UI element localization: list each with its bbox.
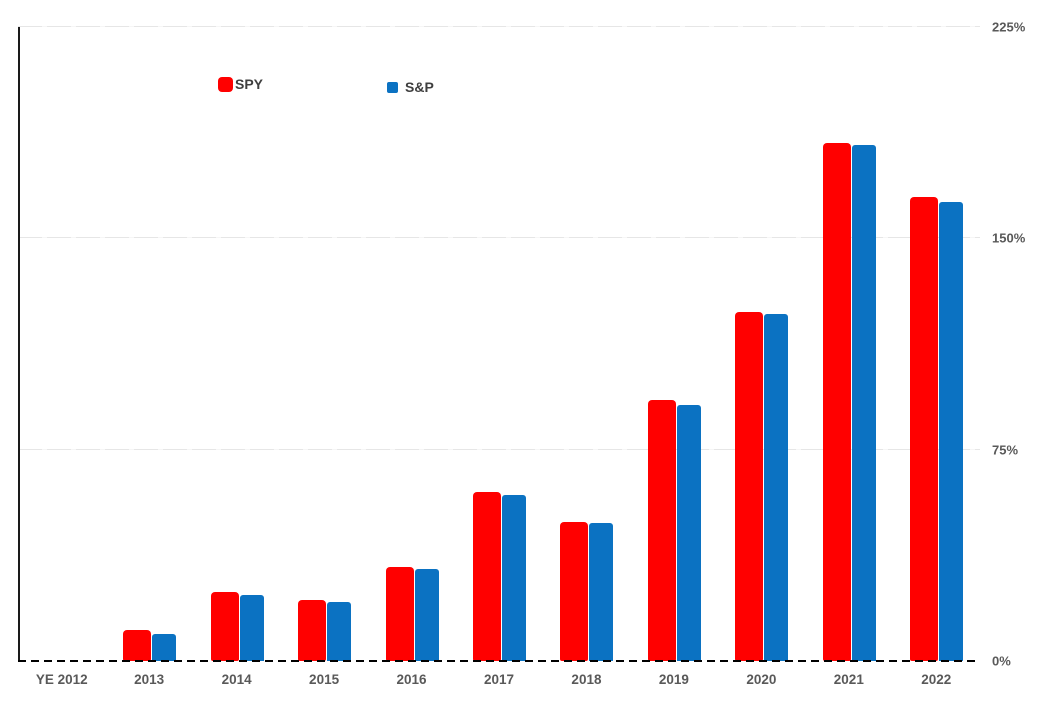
legend-item-spy: SPY bbox=[218, 76, 263, 92]
plot-area bbox=[18, 26, 980, 662]
x-tick-label-ye-2012: YE 2012 bbox=[35, 672, 88, 687]
bar-sp-2013 bbox=[152, 634, 177, 661]
bar-spy-2022 bbox=[910, 197, 939, 661]
y-tick-label-225: 225% bbox=[992, 19, 1026, 35]
grid-line-75 bbox=[18, 448, 980, 450]
bar-spy-2016 bbox=[385, 566, 414, 661]
bar-spy-2014 bbox=[210, 591, 239, 661]
bar-sp-2018 bbox=[589, 522, 614, 661]
bar-spy-2018 bbox=[560, 521, 589, 661]
legend-swatch-sp bbox=[387, 81, 398, 93]
x-tick-label-2016: 2016 bbox=[396, 672, 427, 687]
bar-sp-2014 bbox=[239, 594, 264, 661]
bar-sp-2017 bbox=[502, 494, 526, 661]
legend-item-sp: S&P bbox=[387, 79, 434, 95]
bar-sp-2022 bbox=[939, 201, 964, 661]
bar-spy-2017 bbox=[473, 491, 501, 661]
bar-spy-2019 bbox=[647, 400, 676, 661]
x-tick-label-2014: 2014 bbox=[221, 672, 252, 687]
bar-spy-2015 bbox=[298, 600, 327, 661]
bar-sp-2016 bbox=[414, 569, 439, 661]
bar-spy-2021 bbox=[822, 142, 851, 661]
y-axis-line bbox=[18, 27, 20, 661]
zero-baseline bbox=[18, 660, 980, 662]
x-tick-label-2013: 2013 bbox=[134, 672, 165, 687]
bar-sp-2020 bbox=[764, 314, 789, 661]
y-tick-label-150: 150% bbox=[992, 230, 1026, 246]
x-tick-label-2020: 2020 bbox=[746, 672, 777, 687]
x-tick-label-2018: 2018 bbox=[571, 672, 602, 687]
y-tick-label-75: 75% bbox=[992, 442, 1019, 458]
grid-line-225 bbox=[18, 26, 980, 27]
grid-line-150 bbox=[18, 237, 980, 239]
bar-sp-2021 bbox=[851, 145, 876, 661]
bar-spy-2013 bbox=[123, 630, 152, 661]
bar-sp-2019 bbox=[676, 404, 701, 661]
x-tick-label-2021: 2021 bbox=[833, 672, 864, 687]
x-tick-label-2015: 2015 bbox=[309, 672, 340, 687]
x-tick-label-2017: 2017 bbox=[483, 672, 515, 687]
legend-swatch-spy bbox=[218, 76, 233, 92]
legend-label-spy: SPY bbox=[235, 76, 264, 92]
x-tick-label-2022: 2022 bbox=[921, 672, 952, 687]
bar-sp-2015 bbox=[327, 601, 352, 661]
legend-label-sp: S&P bbox=[405, 79, 434, 95]
x-tick-label-2019: 2019 bbox=[658, 672, 689, 687]
y-tick-label-0: 0% bbox=[992, 653, 1011, 669]
bar-spy-2020 bbox=[735, 311, 764, 661]
